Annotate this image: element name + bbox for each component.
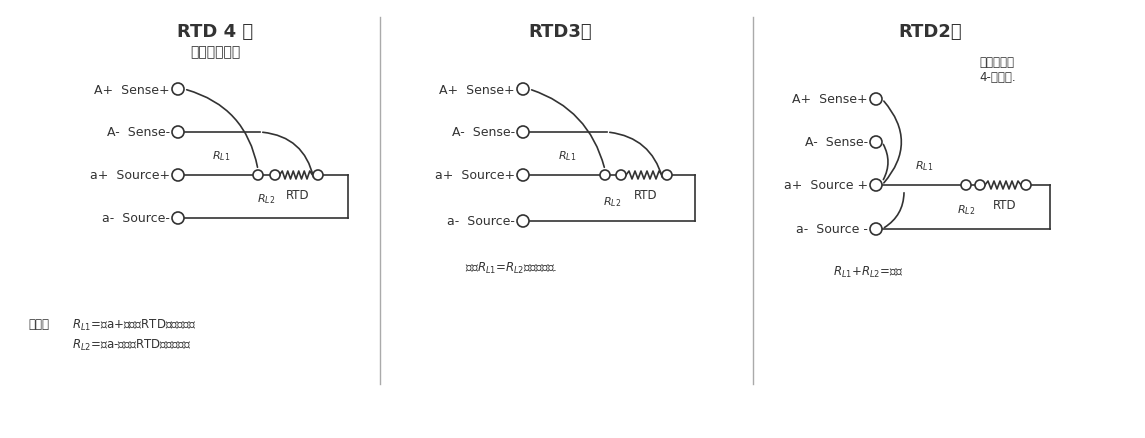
Text: $R_{L1}$: $R_{L1}$ <box>915 159 933 173</box>
Text: 设置开关到
4-线模式.: 设置开关到 4-线模式. <box>980 56 1017 84</box>
Text: $R_{L2}$: $R_{L2}$ <box>957 203 976 216</box>
Text: RTD: RTD <box>993 198 1017 212</box>
Circle shape <box>662 171 672 180</box>
Text: A-  Sense-: A- Sense- <box>106 126 169 139</box>
Text: 如果$R_{L1}$=$R_{L2}$，误差最小.: 如果$R_{L1}$=$R_{L2}$，误差最小. <box>465 260 558 275</box>
Text: （精度最高）: （精度最高） <box>190 45 240 59</box>
Circle shape <box>518 170 529 182</box>
Circle shape <box>600 171 610 180</box>
Text: a+  Source+: a+ Source+ <box>435 169 515 182</box>
Text: $R_{L2}$: $R_{L2}$ <box>256 192 275 205</box>
Text: A-  Sense-: A- Sense- <box>452 126 515 139</box>
Text: A-  Sense-: A- Sense- <box>805 136 868 149</box>
Text: a-  Source-: a- Source- <box>102 212 169 225</box>
Circle shape <box>1021 180 1030 191</box>
Text: $R_{L1}$+$R_{L2}$=误差: $R_{L1}$+$R_{L2}$=误差 <box>834 264 903 279</box>
Circle shape <box>172 127 184 139</box>
Text: $R_{L1}$: $R_{L1}$ <box>558 149 576 162</box>
Text: A+  Sense+: A+ Sense+ <box>94 83 169 96</box>
Text: a+  Source +: a+ Source + <box>784 179 868 192</box>
Circle shape <box>270 171 281 180</box>
Circle shape <box>976 180 985 191</box>
Circle shape <box>172 212 184 225</box>
Text: A+  Sense+: A+ Sense+ <box>440 83 515 96</box>
Text: RTD 4 线: RTD 4 线 <box>177 23 253 41</box>
Circle shape <box>870 94 882 106</box>
Circle shape <box>870 137 882 148</box>
Text: a-  Source -: a- Source - <box>796 223 868 236</box>
Text: RTD3线: RTD3线 <box>528 23 592 41</box>
Text: A+  Sense+: A+ Sense+ <box>792 93 868 106</box>
Circle shape <box>616 171 626 180</box>
Text: RTD: RTD <box>286 189 310 201</box>
Text: $R_{L2}$=从a-端子到RTD的导线电阻: $R_{L2}$=从a-端子到RTD的导线电阻 <box>72 337 191 352</box>
Text: RTD: RTD <box>634 189 658 201</box>
Text: $R_{L1}$: $R_{L1}$ <box>212 149 230 162</box>
Circle shape <box>172 170 184 182</box>
Circle shape <box>313 171 323 180</box>
Text: $R_{L1}$=从a+端子到RTD的导线电阻: $R_{L1}$=从a+端子到RTD的导线电阻 <box>72 317 197 332</box>
Text: RTD2线: RTD2线 <box>898 23 962 41</box>
Text: $R_{L2}$: $R_{L2}$ <box>603 195 621 208</box>
Text: a-  Source-: a- Source- <box>448 215 515 228</box>
Circle shape <box>518 215 529 227</box>
Circle shape <box>961 180 971 191</box>
Circle shape <box>518 84 529 96</box>
Circle shape <box>870 223 882 236</box>
Circle shape <box>172 84 184 96</box>
Text: a+  Source+: a+ Source+ <box>89 169 169 182</box>
Circle shape <box>253 171 263 180</box>
Text: 注意：: 注意： <box>27 318 49 331</box>
Circle shape <box>870 180 882 191</box>
Circle shape <box>518 127 529 139</box>
